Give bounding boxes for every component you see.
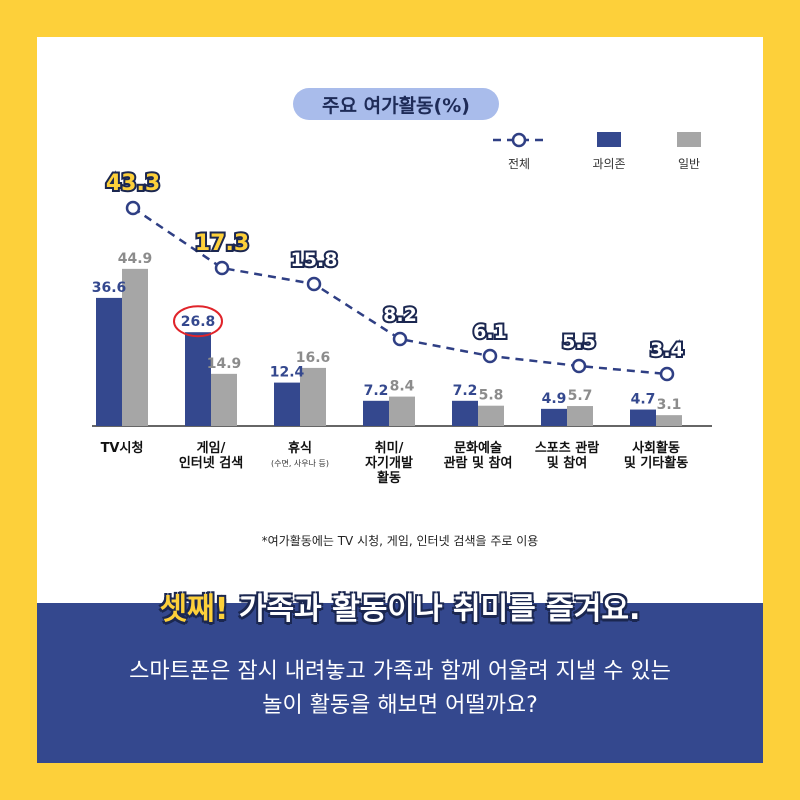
total-value-label: 15.8 — [291, 249, 338, 271]
headline-text: 가족과 활동이나 취미를 즐겨요. — [228, 592, 641, 627]
chart-title: 주요 여가활동(%) — [293, 88, 499, 120]
bar-addicted — [185, 332, 211, 426]
value-label-addicted: 4.7 — [631, 392, 656, 408]
value-label-addicted: 12.4 — [270, 365, 305, 381]
value-label-general: 14.9 — [207, 356, 242, 372]
category-label: TV시청 — [100, 441, 144, 456]
headline: 셋째! 가족과 활동이나 취미를 즐겨요. — [0, 584, 800, 628]
value-label-addicted: 7.2 — [453, 383, 478, 399]
value-label-general: 5.7 — [568, 388, 593, 404]
body-text: 스마트폰은 잠시 내려놓고 가족과 함께 어울려 지낼 수 있는 놀이 활동을 … — [0, 655, 800, 723]
bar-general — [211, 373, 237, 426]
bar-addicted — [452, 400, 478, 426]
total-point — [214, 260, 230, 276]
bar-general — [389, 396, 415, 426]
bar-general — [567, 406, 593, 426]
total-value-label: 43.3 — [106, 171, 160, 196]
footnote: *여가활동에는 TV 시청, 게임, 인터넷 검색을 주로 이용 — [261, 534, 539, 548]
bar-addicted — [274, 382, 300, 426]
category-note: (수면, 사우나 등) — [270, 459, 330, 468]
value-label-general: 5.8 — [479, 388, 504, 404]
bar-addicted — [96, 297, 122, 426]
bar-general — [300, 367, 326, 426]
legend-label: 일반 — [678, 157, 700, 171]
total-point — [392, 331, 408, 347]
category-label: 스포츠 관람 및 참여 — [534, 441, 600, 471]
bar-general — [656, 415, 682, 426]
message-band — [37, 603, 763, 763]
value-label-general: 44.9 — [118, 251, 153, 267]
value-label-general: 16.6 — [296, 350, 331, 366]
value-label-general: 8.4 — [390, 379, 415, 395]
category-label: 문화예술 관람 및 참여 — [443, 441, 513, 471]
total-value-label: 17.3 — [195, 231, 249, 256]
legend-swatch-general — [677, 132, 701, 147]
bar-addicted — [363, 400, 389, 426]
bar-general — [122, 268, 148, 426]
bar-general — [478, 405, 504, 426]
category-label: 휴식 (수면, 사우나 등) — [245, 441, 355, 471]
body-line: 놀이 활동을 해보면 어떨까요? — [262, 693, 538, 718]
headline-accent: 셋째! — [159, 592, 229, 627]
value-label-addicted: 4.9 — [542, 391, 567, 407]
total-value-label: 5.5 — [562, 331, 596, 353]
body-line: 스마트폰은 잠시 내려놓고 가족과 함께 어울려 지낼 수 있는 — [129, 659, 671, 684]
total-point — [571, 358, 587, 374]
value-label-addicted: 7.2 — [364, 383, 389, 399]
total-point — [306, 276, 322, 292]
category-label: 사회활동 및 기타활동 — [623, 441, 689, 471]
total-value-label: 3.4 — [650, 339, 684, 361]
highlight-circle — [173, 305, 223, 338]
legend-swatch-addicted — [597, 132, 621, 147]
total-value-label: 6.1 — [473, 321, 507, 343]
value-label-addicted: 36.6 — [92, 280, 127, 296]
total-point — [482, 348, 498, 364]
legend-point-marker — [511, 132, 527, 148]
value-label-general: 3.1 — [657, 397, 682, 413]
leisure-chart: 36.644.926.814.912.416.67.2 8.4 7.2 5.8 4.9 5… — [92, 132, 712, 427]
total-value-label: 8.2 — [383, 304, 417, 326]
total-point — [659, 366, 675, 382]
value-label-addicted: 26.8 — [181, 314, 216, 330]
legend-label: 전체 — [508, 157, 530, 171]
category-label: 취미/ 자기개발 활동 — [365, 441, 413, 486]
legend-label: 과의존 — [592, 157, 625, 171]
category-label: 게임/ 인터넷 검색 — [178, 441, 244, 471]
bar-addicted — [630, 409, 656, 426]
bar-addicted — [541, 408, 567, 426]
total-point — [125, 200, 141, 216]
